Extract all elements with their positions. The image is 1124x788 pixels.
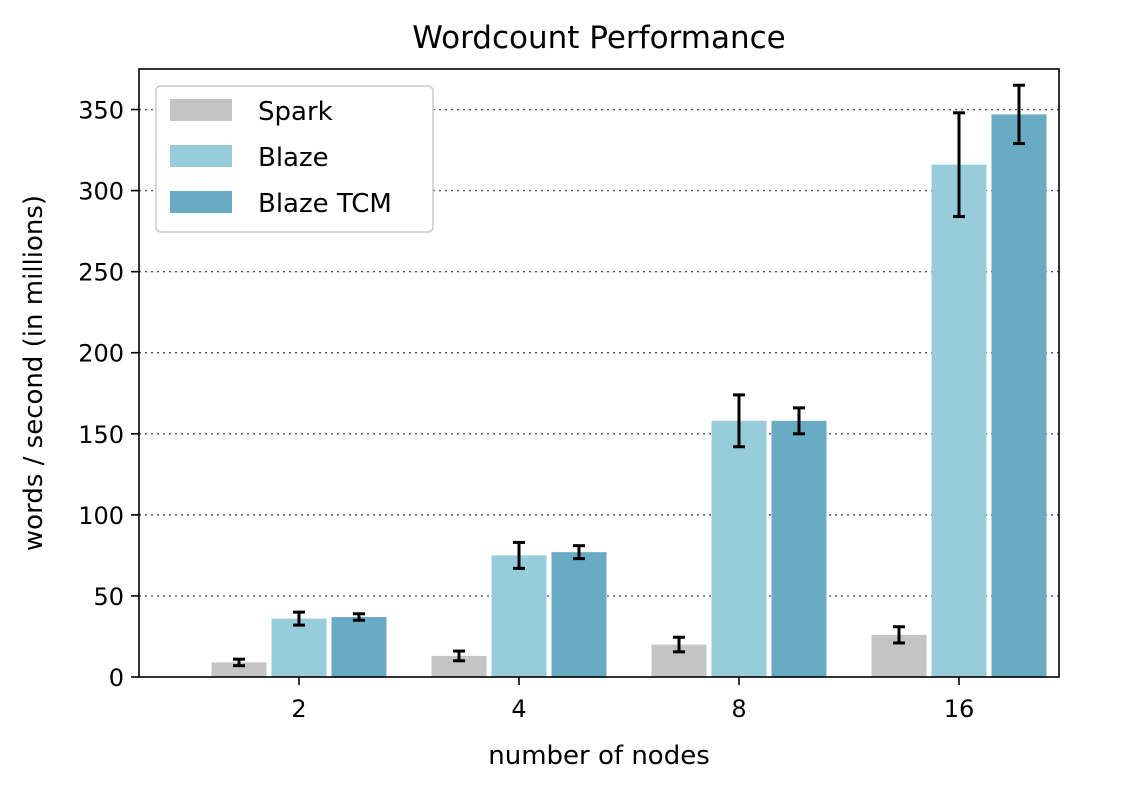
error-bar [453, 649, 465, 663]
error-bar [793, 406, 805, 436]
y-axis-label: words / second (in millions) [19, 195, 49, 551]
bar-blaze-tcm-4 [551, 552, 607, 677]
y-tick-label: 50 [93, 583, 124, 611]
bar-blaze-16 [931, 164, 987, 677]
x-tick-label: 16 [944, 695, 975, 723]
y-tick-label: 100 [78, 502, 124, 530]
legend-swatch [170, 145, 232, 167]
bar-blaze-2 [271, 618, 327, 677]
bar-spark-4 [431, 655, 487, 677]
legend-label: Blaze TCM [258, 189, 392, 219]
error-bars [233, 83, 1025, 668]
y-tick-label: 0 [109, 664, 124, 692]
bar-spark-2 [211, 662, 267, 677]
error-bar [353, 612, 365, 622]
y-tick-label: 250 [78, 259, 124, 287]
error-bar [233, 657, 245, 668]
error-bar [293, 610, 305, 627]
bars [211, 114, 1047, 677]
error-bar [1013, 83, 1025, 146]
y-axis: 0 50 100 150 200 250 300 350 [78, 97, 139, 692]
error-bar [673, 635, 685, 654]
x-tick-label: 2 [291, 695, 306, 723]
x-axis: 2 4 8 16 [291, 677, 974, 723]
y-tick-label: 150 [78, 421, 124, 449]
error-bar [513, 540, 525, 570]
legend-swatch [170, 99, 232, 121]
error-bar [893, 625, 905, 645]
x-axis-label: number of nodes [488, 741, 710, 771]
y-tick-label: 350 [78, 97, 124, 125]
chart-title: Wordcount Performance [412, 20, 785, 56]
error-bar [573, 544, 585, 561]
legend-label: Blaze [258, 143, 329, 173]
error-bar [733, 393, 745, 449]
bar-blaze-tcm-16 [991, 114, 1047, 677]
bar-blaze-8 [711, 420, 767, 677]
bar-blaze-4 [491, 555, 547, 677]
x-tick-label: 8 [731, 695, 746, 723]
legend-label: Spark [258, 97, 333, 127]
plot-frame [138, 68, 1060, 678]
x-tick-label: 4 [511, 695, 526, 723]
bar-blaze-tcm-8 [771, 420, 827, 677]
error-bar [953, 111, 965, 219]
legend-swatch [170, 191, 232, 213]
y-tick-label: 200 [78, 340, 124, 368]
y-tick-label: 300 [78, 178, 124, 206]
legend: Spark Blaze Blaze TCM [155, 85, 434, 233]
bar-blaze-tcm-2 [331, 617, 387, 677]
